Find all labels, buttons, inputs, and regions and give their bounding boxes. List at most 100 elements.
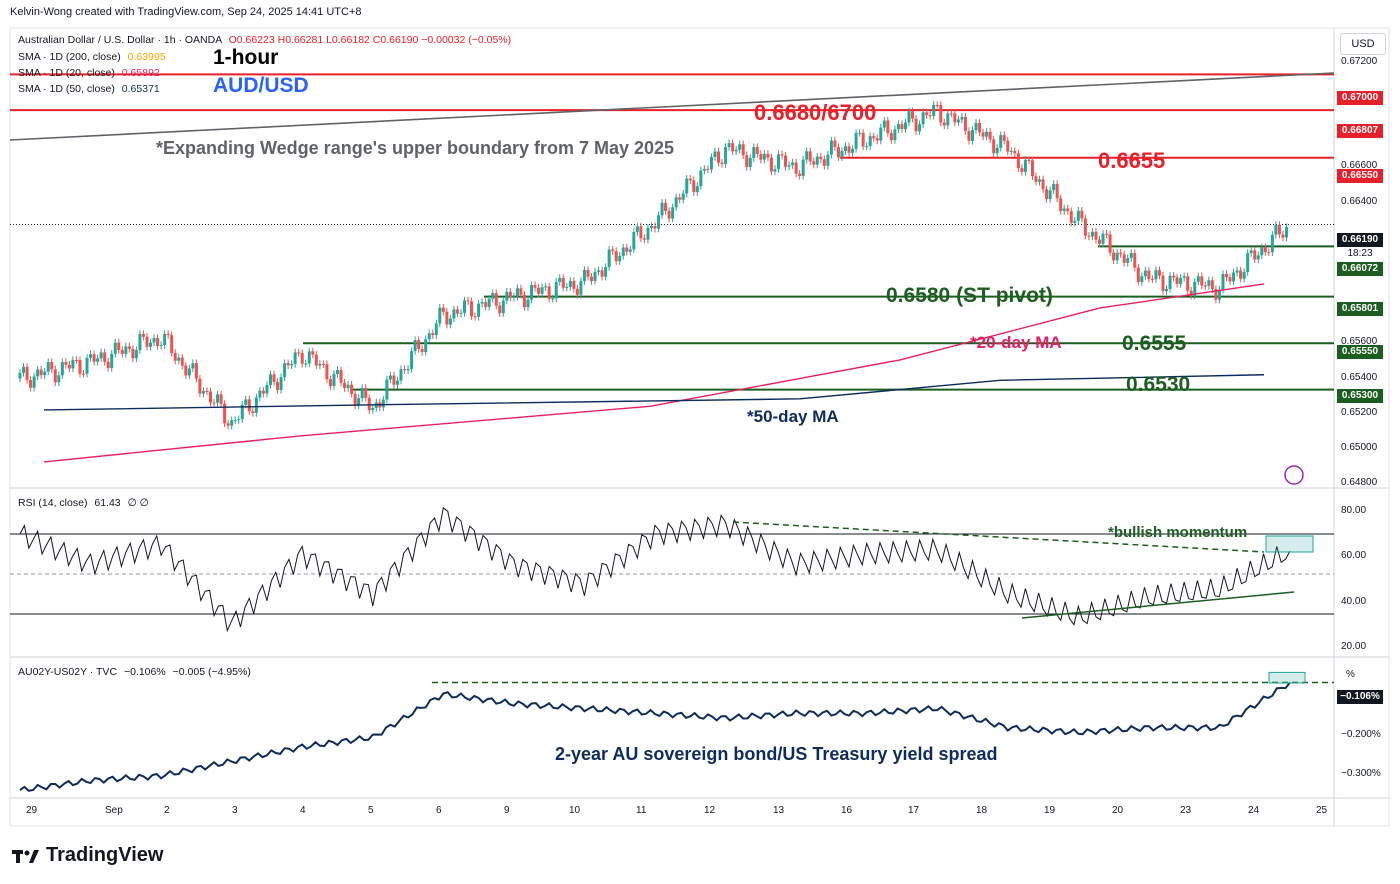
candle-body [173, 352, 177, 361]
candle-body [1129, 253, 1133, 259]
candle-body [339, 370, 343, 383]
candle-body [283, 363, 287, 378]
tradingview-logo-icon [12, 849, 39, 863]
countdown-tag: 18:23 [1337, 247, 1383, 261]
candle-body [244, 399, 248, 405]
candle-body [473, 316, 477, 318]
candle-body [1041, 179, 1045, 190]
candle-body [487, 298, 491, 307]
candle-body [1193, 281, 1197, 296]
candle-body [900, 124, 904, 130]
spread-value: −0.106% [123, 666, 166, 678]
candle-body [844, 146, 847, 152]
candle-body [332, 374, 336, 387]
candle-body [914, 118, 918, 132]
candle-body [766, 153, 770, 158]
x-tick: 24 [1248, 805, 1260, 816]
candle-body [794, 162, 798, 174]
spread-unit: % [1346, 669, 1355, 680]
candle-body [688, 178, 692, 181]
candle-body [1020, 168, 1024, 172]
candle-body [141, 334, 145, 337]
candle-body [776, 154, 780, 170]
x-tick: 12 [704, 805, 716, 816]
candle-body [170, 335, 174, 353]
candle-body [29, 379, 33, 388]
candle-body [928, 115, 932, 117]
currency-button[interactable]: USD [1340, 33, 1386, 55]
price-tag: 0.66072 [1337, 262, 1383, 276]
candle-body [1112, 252, 1116, 261]
x-tick: 11 [636, 805, 647, 816]
candle-body [477, 303, 481, 317]
rsi-trendline-lower [1021, 591, 1295, 619]
x-tick: 29 [26, 805, 38, 816]
wedge-boundary-line [9, 72, 1335, 141]
candle-body [410, 351, 414, 369]
candle-body [1119, 252, 1123, 255]
candle-body [798, 173, 802, 176]
candle-body [840, 151, 844, 158]
candle-body [364, 387, 368, 398]
candle-body [575, 288, 579, 295]
candle-body [1281, 234, 1285, 238]
candle-body [724, 147, 728, 165]
candle-body [1098, 239, 1101, 244]
candle-body [664, 202, 668, 211]
spread-y-tick: −0.200% [1341, 729, 1381, 740]
x-tick: 4 [300, 805, 306, 816]
candle-body [544, 286, 548, 288]
candle-body [194, 363, 198, 379]
candle-body [759, 153, 763, 160]
tradingview-logo[interactable]: TradingView [12, 844, 163, 867]
candle-body [519, 288, 523, 295]
candle-body [1207, 280, 1211, 286]
sma20-legend: SMA · 1D (20, close) 0.65892 [18, 67, 160, 79]
candle-body [600, 270, 604, 277]
x-tick: 17 [908, 805, 920, 816]
sma200-legend: SMA · 1D (200, close) 0.63995 [18, 51, 166, 63]
candle-body [932, 104, 936, 116]
candle-body [713, 151, 717, 157]
candle-body [522, 294, 526, 308]
candle-body [191, 363, 195, 369]
candle-body [39, 369, 43, 376]
candle-body [717, 151, 720, 163]
candle-body [526, 299, 530, 308]
rsi-value: 61.43 [94, 497, 121, 509]
candle-body [1217, 289, 1221, 300]
candle-body [604, 267, 608, 277]
candle-body [240, 404, 244, 420]
candle-body [1189, 290, 1193, 296]
price-tag: 0.67000 [1337, 91, 1383, 105]
candle-body [247, 399, 251, 412]
header-credit: Kelvin-Wong created with TradingView.com… [10, 6, 362, 18]
candle-body [1115, 252, 1119, 261]
candle-body [784, 155, 788, 167]
candle-body [939, 105, 943, 123]
candle-body [403, 369, 407, 371]
candle-body [406, 368, 410, 371]
candle-body [709, 156, 713, 170]
candle-body [1147, 270, 1151, 280]
candle-body [32, 376, 36, 388]
spread-highlight-box [1268, 671, 1306, 684]
candle-body [872, 136, 876, 139]
candle-body [166, 333, 170, 336]
candle-body [879, 127, 883, 141]
candle-body [530, 285, 534, 300]
candle-body [847, 146, 851, 153]
candle-body [1062, 208, 1066, 212]
candle-body [586, 270, 590, 277]
candle-body [254, 397, 258, 413]
candle-body [124, 346, 128, 354]
candle-body [960, 116, 964, 120]
candle-body [554, 281, 558, 299]
candle-body [85, 357, 89, 374]
candle-body [558, 277, 562, 282]
annotation-bullish-momentum: *bullish momentum [1108, 524, 1248, 541]
y-tick: 0.65600 [1341, 336, 1378, 347]
candle-body [1059, 198, 1063, 212]
candle-body [1246, 253, 1250, 272]
